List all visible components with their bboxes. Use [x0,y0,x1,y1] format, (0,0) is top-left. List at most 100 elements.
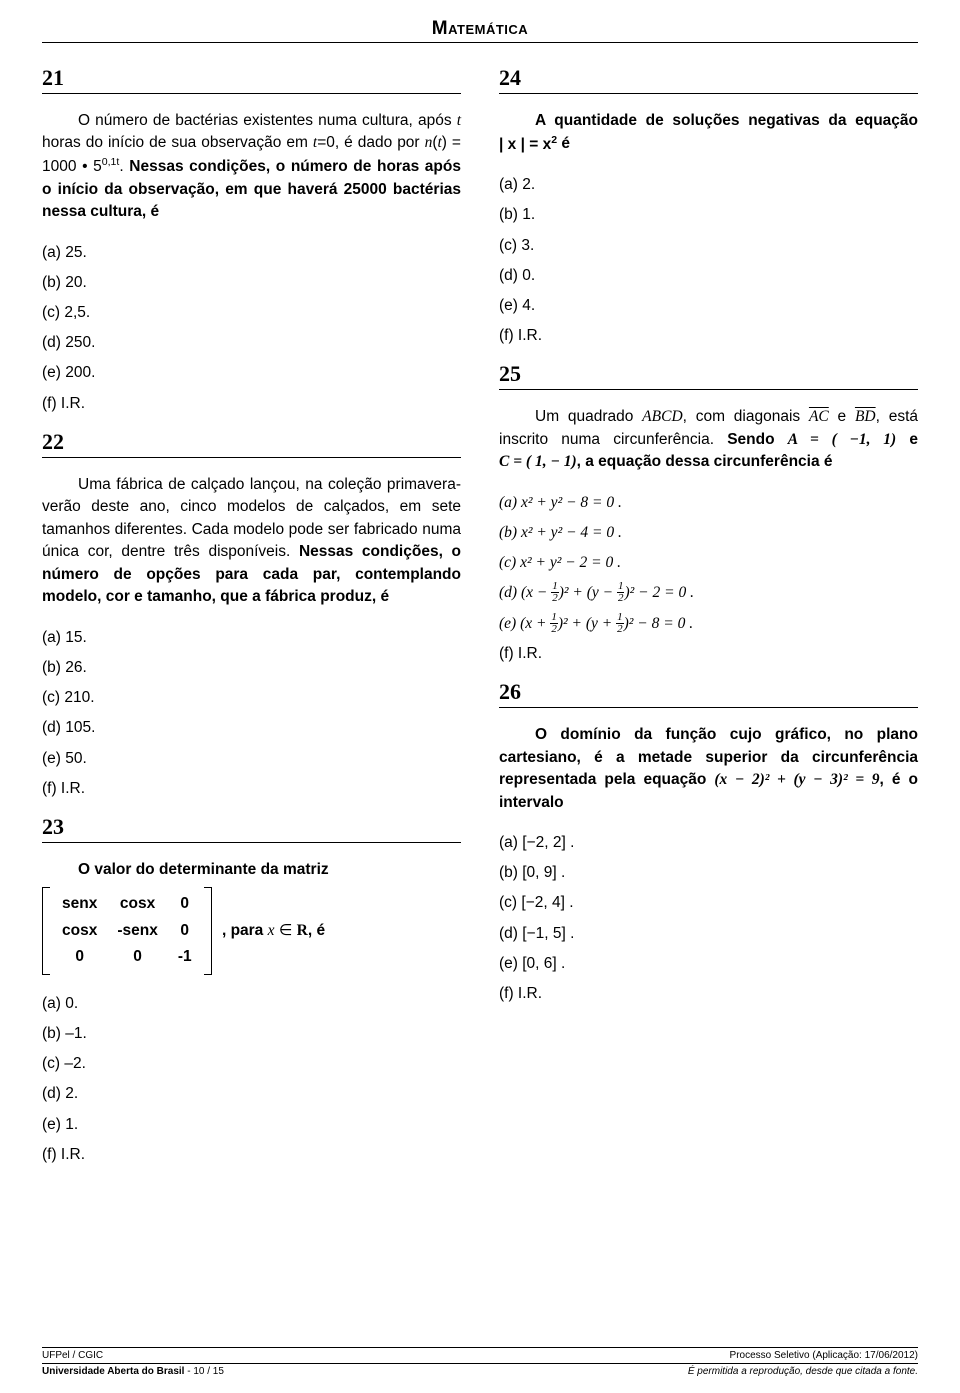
text: )² − 8 = 0 . [624,615,693,632]
bold-text: e [896,431,918,448]
qnum-rule [42,457,461,458]
footer-left: Universidade Aberta do Brasil - 10 / 15 [42,1366,224,1377]
option: (f) I.R. [499,979,918,1009]
cell: -1 [168,944,202,970]
option: (a) 15. [42,623,461,653]
cell: senx [52,891,107,917]
option: (d) (x − 12)² + (y − 12)² − 2 = 0 . [499,578,918,608]
option: (d) 105. [42,713,461,743]
bold-text: Sendo [727,431,788,448]
option: (e) 1. [42,1110,461,1140]
cell: 0 [168,891,202,917]
footer-right: Processo Seletivo (Aplicação: 17/06/2012… [730,1350,918,1361]
option: (e) [0, 6] . [499,949,918,979]
option: (b) x² + y² − 4 = 0 . [499,518,918,548]
exponent: 0,1t [102,156,120,168]
option: (f) I.R. [42,389,461,419]
bold-text: A quantidade de soluções negativas da eq… [535,112,918,129]
text: =0, é dado por [317,134,424,151]
equation: (x − 2)² + (y − 3)² = 9 [714,771,879,788]
q24-body: A quantidade de soluções negativas da eq… [499,110,918,156]
question-number-22: 22 [42,429,461,455]
option: (c) 210. [42,683,461,713]
question-number-25: 25 [499,361,918,387]
question-number-26: 26 [499,679,918,705]
right-column: 24 A quantidade de soluções negativas da… [499,55,918,1170]
left-column: 21 O número de bactérias existentes numa… [42,55,461,1170]
eq-text: | x | = x [499,136,551,153]
segment-ac: AC [809,408,829,425]
option: (b) 20. [42,268,461,298]
text: e [829,408,855,425]
var-x: x [268,922,275,939]
bold-text: é [561,136,570,153]
text: Um quadrado [535,408,642,425]
page-title: Matemática [42,18,918,40]
half-fraction: 12 [616,612,624,635]
set-R: R [297,922,308,939]
option: (f) I.R. [499,639,918,669]
text: ∈ [275,922,297,939]
cell: cosx [107,891,168,917]
var-t: t [457,112,461,129]
q23-matrix-line: senxcosx0 cosx-senx0 00-1 , para x ∈ R, … [42,887,461,974]
question-number-21: 21 [42,65,461,91]
option: (f) I.R. [499,321,918,351]
matrix: senxcosx0 cosx-senx0 00-1 [42,887,212,974]
option: (b) –1. [42,1019,461,1049]
page-footer: UFPel / CGIC Processo Seletivo (Aplicaçã… [42,1347,918,1377]
option: (e) (x + 12)² + (y + 12)² − 8 = 0 . [499,609,918,639]
text: Universidade Aberta do Brasil [42,1366,184,1377]
half-fraction: 12 [551,581,559,604]
q24-options: (a) 2. (b) 1. (c) 3. (d) 0. (e) 4. (f) I… [499,170,918,351]
option: (a) 2. [499,170,918,200]
option: (a) [−2, 2] . [499,828,918,858]
squared: 2 [551,133,557,145]
text: , é [308,922,325,939]
text: (d) (x − [499,584,551,601]
cell: cosx [52,918,107,944]
text: )² + (y + [558,615,616,632]
question-number-23: 23 [42,814,461,840]
option: (c) –2. [42,1049,461,1079]
qnum-rule [499,93,918,94]
text: - 10 / 15 [184,1366,223,1377]
option: (e) 50. [42,744,461,774]
option: (a) x² + y² − 8 = 0 . [499,488,918,518]
text: O número de bactérias existentes numa cu… [78,112,457,129]
qnum-rule [499,707,918,708]
option: (c) [−2, 4] . [499,888,918,918]
title-rule [42,42,918,43]
option: (a) 25. [42,238,461,268]
text: , com diagonais [683,408,809,425]
q26-options: (a) [−2, 2] . (b) [0, 9] . (c) [−2, 4] .… [499,828,918,1009]
cell: -senx [107,918,168,944]
text: . [119,158,129,175]
option: (b) 1. [499,200,918,230]
text: )² + (y − [559,584,617,601]
cell: 0 [107,944,168,970]
q25-body: Um quadrado ABCD, com diagonais AC e BD,… [499,406,918,473]
q25-options: (a) x² + y² − 8 = 0 . (b) x² + y² − 4 = … [499,488,918,669]
qnum-rule [42,93,461,94]
cell: 0 [52,944,107,970]
option: (c) 2,5. [42,298,461,328]
question-number-24: 24 [499,65,918,91]
qnum-rule [42,842,461,843]
footer-line-1: UFPel / CGIC Processo Seletivo (Aplicaçã… [42,1347,918,1361]
q21-body: O número de bactérias existentes numa cu… [42,110,461,224]
text: (e) (x + [499,615,550,632]
abcd: ABCD [642,408,682,425]
page: Matemática 21 O número de bactérias exis… [0,0,960,1393]
option: (d) [−1, 5] . [499,919,918,949]
half-fraction: 12 [550,612,558,635]
option: (e) 200. [42,358,461,388]
segment-bd: BD [855,408,876,425]
option: (b) 26. [42,653,461,683]
bold-text: , a equação dessa circunferência é [577,453,833,470]
text: , para [222,922,268,939]
option: (e) 4. [499,291,918,321]
cell: 0 [168,918,202,944]
q23-lead: O valor do determinante da matriz [42,859,461,881]
option: (b) [0, 9] . [499,858,918,888]
